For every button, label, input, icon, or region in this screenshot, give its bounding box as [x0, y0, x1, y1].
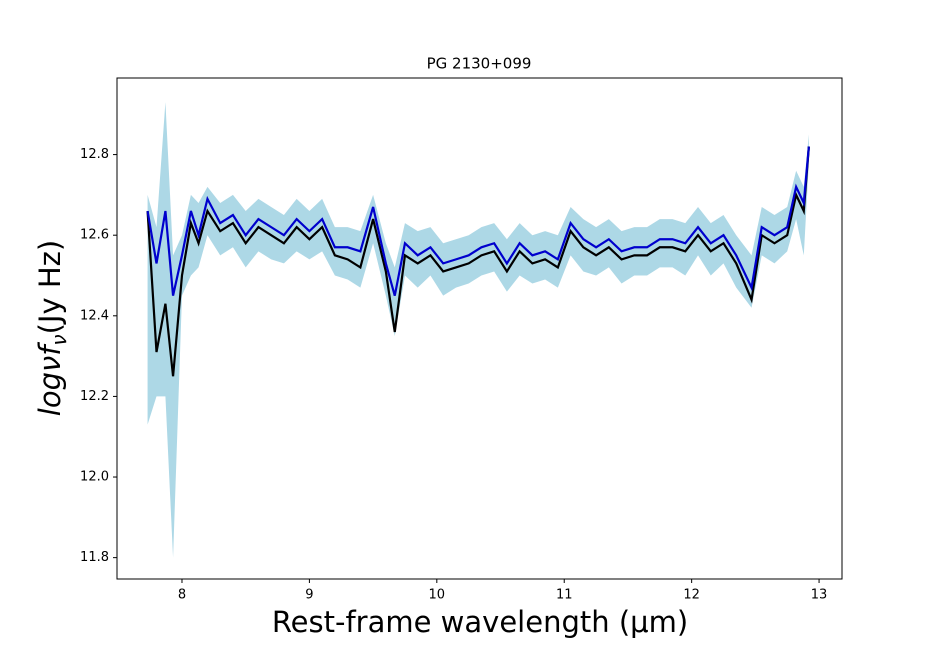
y-tick-label: 12.0 — [80, 470, 109, 485]
y-tick-label: 12.8 — [80, 147, 109, 162]
x-axis-label: Rest-frame wavelength (μm) — [272, 605, 688, 639]
x-tick-label: 10 — [429, 588, 446, 603]
y-label-sub: ν — [47, 334, 71, 345]
y-tick-label: 12.6 — [80, 228, 109, 243]
uncertainty-band — [147, 102, 809, 558]
x-tick-label: 13 — [811, 588, 828, 603]
x-tick-label: 11 — [556, 588, 573, 603]
x-tick-label: 9 — [305, 588, 313, 603]
y-tick-label: 12.4 — [80, 308, 109, 323]
x-tick-label: 12 — [683, 588, 700, 603]
y-tick-label: 11.8 — [80, 550, 109, 565]
y-label-unit: (Jy Hz) — [33, 240, 67, 335]
y-label-main: logνf — [33, 342, 67, 416]
y-tick-label: 12.2 — [80, 389, 109, 404]
x-tick-label: 8 — [178, 588, 186, 603]
series-line — [146, 146, 810, 377]
series-line — [146, 146, 810, 296]
plot-frame — [116, 77, 843, 580]
y-axis-label: logνfν(Jy Hz) — [33, 240, 71, 416]
chart-title: PG 2130+099 — [427, 55, 532, 73]
